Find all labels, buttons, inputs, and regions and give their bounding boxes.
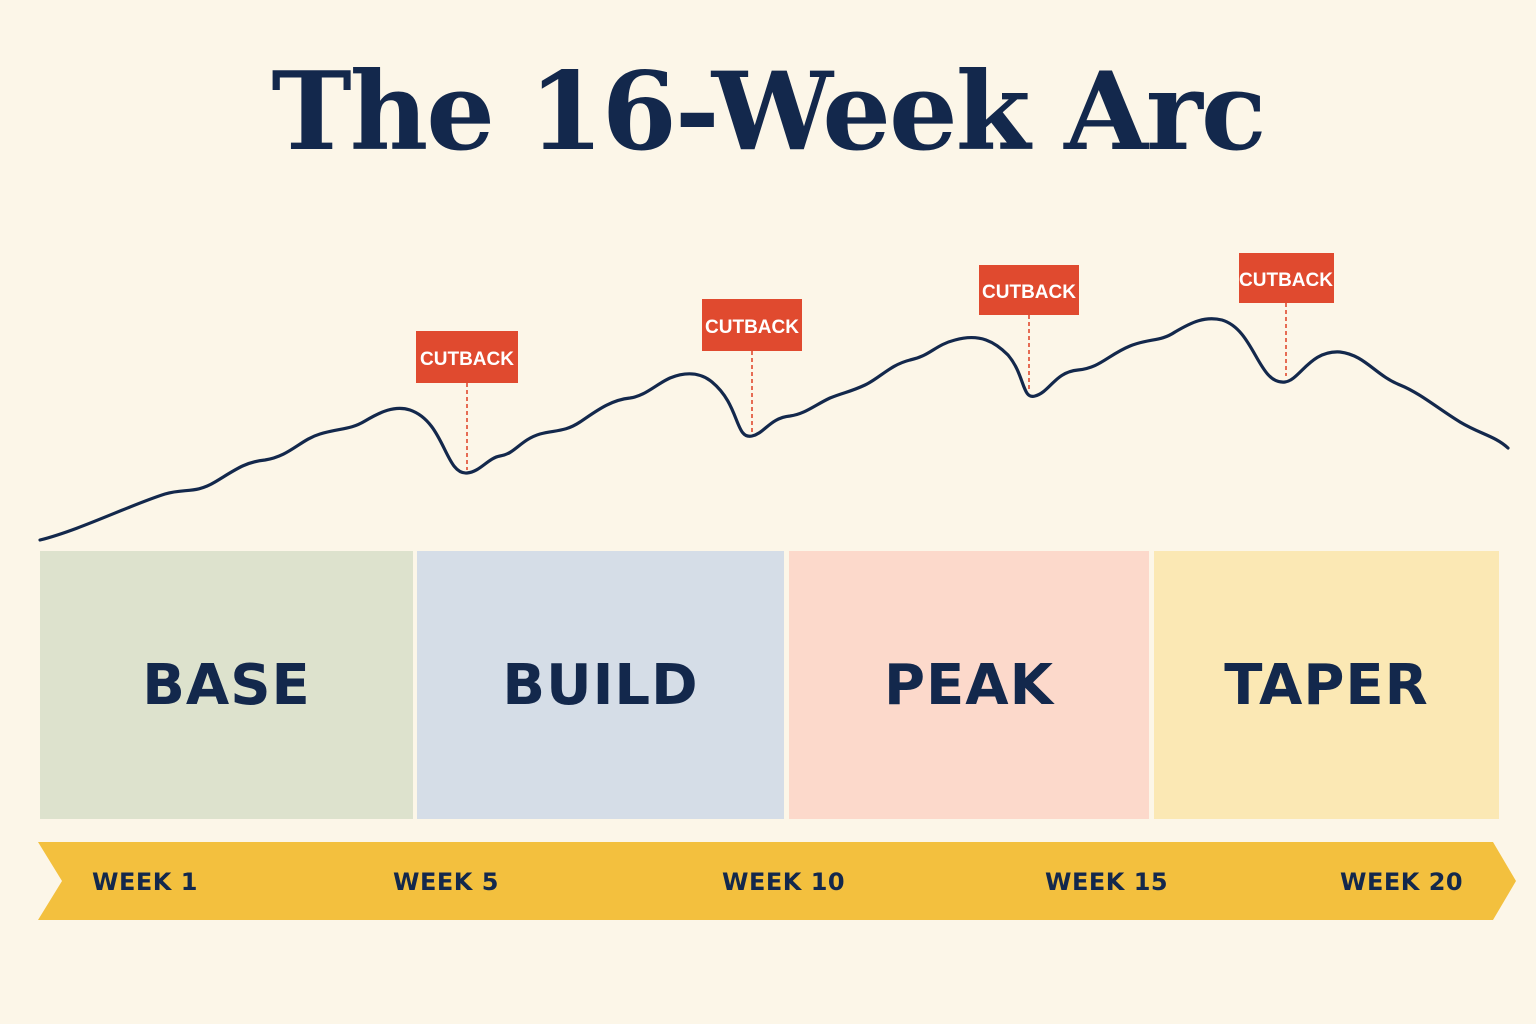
- phase-taper: TAPER: [1154, 551, 1499, 819]
- cutback-marker: CUTBACK: [416, 331, 518, 470]
- cutback-label: CUTBACK: [705, 317, 799, 338]
- cutback-flag: [702, 299, 802, 351]
- week-1-label: WEEK 1: [92, 868, 198, 896]
- phase-peak: PEAK: [789, 551, 1149, 819]
- phase-build: BUILD: [417, 551, 784, 819]
- cutback-marker: CUTBACK: [702, 299, 802, 433]
- cutback-label: CUTBACK: [982, 282, 1076, 303]
- cutback-flag: [1239, 253, 1334, 303]
- cutback-marker: CUTBACK: [1239, 253, 1334, 376]
- cutback-marker: CUTBACK: [979, 265, 1079, 392]
- page-title: The 16-Week Arc: [271, 49, 1266, 175]
- week-10-label: WEEK 10: [722, 868, 846, 896]
- week-20-label: WEEK 20: [1340, 868, 1464, 896]
- cutback-label: CUTBACK: [420, 349, 514, 370]
- cutback-flag: [979, 265, 1079, 315]
- cutback-label: CUTBACK: [1239, 270, 1333, 291]
- training-load-line: [38, 317, 1510, 542]
- cutback-flag: [416, 331, 518, 383]
- week-5-label: WEEK 5: [393, 868, 499, 896]
- week-15-label: WEEK 15: [1045, 868, 1169, 896]
- phase-base: BASE: [40, 551, 413, 819]
- timeline-arrow: [38, 842, 1516, 920]
